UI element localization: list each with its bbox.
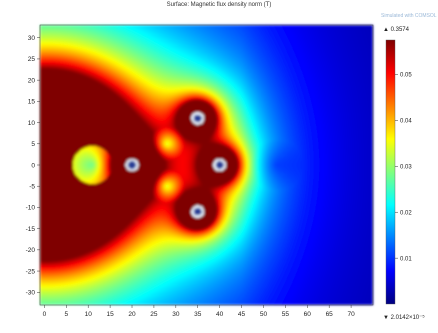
y-tick-label: 15 [28,99,36,106]
y-tick-label: 25 [28,56,36,63]
x-tick-label: 15 [106,311,114,318]
colorbar-tick-label: 0.05 [400,73,412,79]
y-tick-label: 0 [31,162,35,169]
x-tick-label: 25 [150,311,158,318]
y-tick-label: -15 [26,226,36,233]
colorbar-tick-label: 0.01 [400,256,412,262]
colorbar-tick-label: 0.04 [400,119,412,125]
x-tick-label: 30 [172,311,180,318]
colorbar: 0.05 0.04 0.03 0.02 0.01 ▲ 0.3574 ▼ 2.0142×10⁻… [383,27,425,321]
y-tick-label: 5 [31,141,35,148]
axes: 0 5 10 15 20 25 30 35 40 45 50 55 60 65 70302520151050… [26,35,355,318]
colorbar-gradient [385,39,396,305]
x-tick-label: 20 [128,311,136,318]
y-tick-label: 30 [28,35,36,42]
y-tick-label: -25 [26,268,36,275]
y-tick-label: 20 [28,77,36,84]
x-tick-label: 35 [194,311,202,318]
chart-title: Surface: Magnetic flux density norm (T) [166,2,272,8]
x-tick-label: 60 [304,311,312,318]
watermark-text: Simulated with COMSOL [381,13,437,19]
y-tick-label: -30 [26,290,36,297]
x-tick-label: 0 [43,311,47,318]
x-tick-label: 55 [282,311,290,318]
x-tick-label: 50 [260,311,268,318]
colorbar-tick-label: 0.02 [400,210,412,216]
plot-area [39,24,374,306]
colorbar-max-label: ▲ 0.3574 [383,27,410,33]
heatmap-image [40,25,373,305]
y-tick-label: -10 [26,205,36,212]
x-tick-label: 65 [326,311,334,318]
x-tick-label: 10 [85,311,93,318]
x-tick-label: 5 [64,311,68,318]
colorbar-tick-label: 0.03 [400,165,412,171]
y-tick-label: -5 [29,184,35,191]
y-tick-label: 10 [28,120,36,127]
x-tick-label: 45 [238,311,246,318]
y-tick-label: -20 [26,247,36,254]
colorbar-min-label: ▼ 2.0142×10⁻⁵ [383,314,425,321]
x-tick-label: 40 [216,311,224,318]
x-tick-label: 70 [347,311,355,318]
